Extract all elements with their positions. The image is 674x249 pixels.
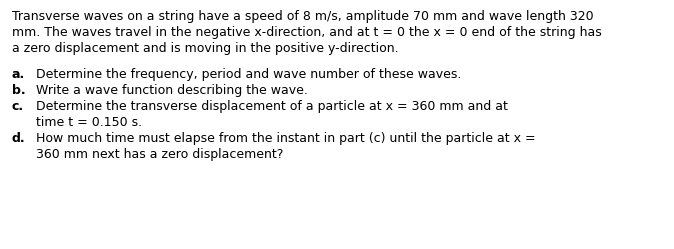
Text: Determine the transverse displacement of a particle at x = 360 mm and at: Determine the transverse displacement of… [36,100,508,113]
Text: a.: a. [12,68,25,81]
Text: 360 mm next has a zero displacement?: 360 mm next has a zero displacement? [36,148,283,161]
Text: How much time must elapse from the instant in part (c) until the particle at x =: How much time must elapse from the insta… [36,132,536,145]
Text: b.: b. [12,84,26,97]
Text: Write a wave function describing the wave.: Write a wave function describing the wav… [36,84,308,97]
Text: c.: c. [12,100,24,113]
Text: d.: d. [12,132,26,145]
Text: a zero displacement and is moving in the positive y-direction.: a zero displacement and is moving in the… [12,42,398,55]
Text: Determine the frequency, period and wave number of these waves.: Determine the frequency, period and wave… [36,68,462,81]
Text: time t = 0.150 s.: time t = 0.150 s. [36,116,142,129]
Text: mm. The waves travel in the negative x-direction, and at t = 0 the x = 0 end of : mm. The waves travel in the negative x-d… [12,26,602,39]
Text: Transverse waves on a string have a speed of 8 m/s, amplitude 70 mm and wave len: Transverse waves on a string have a spee… [12,10,594,23]
